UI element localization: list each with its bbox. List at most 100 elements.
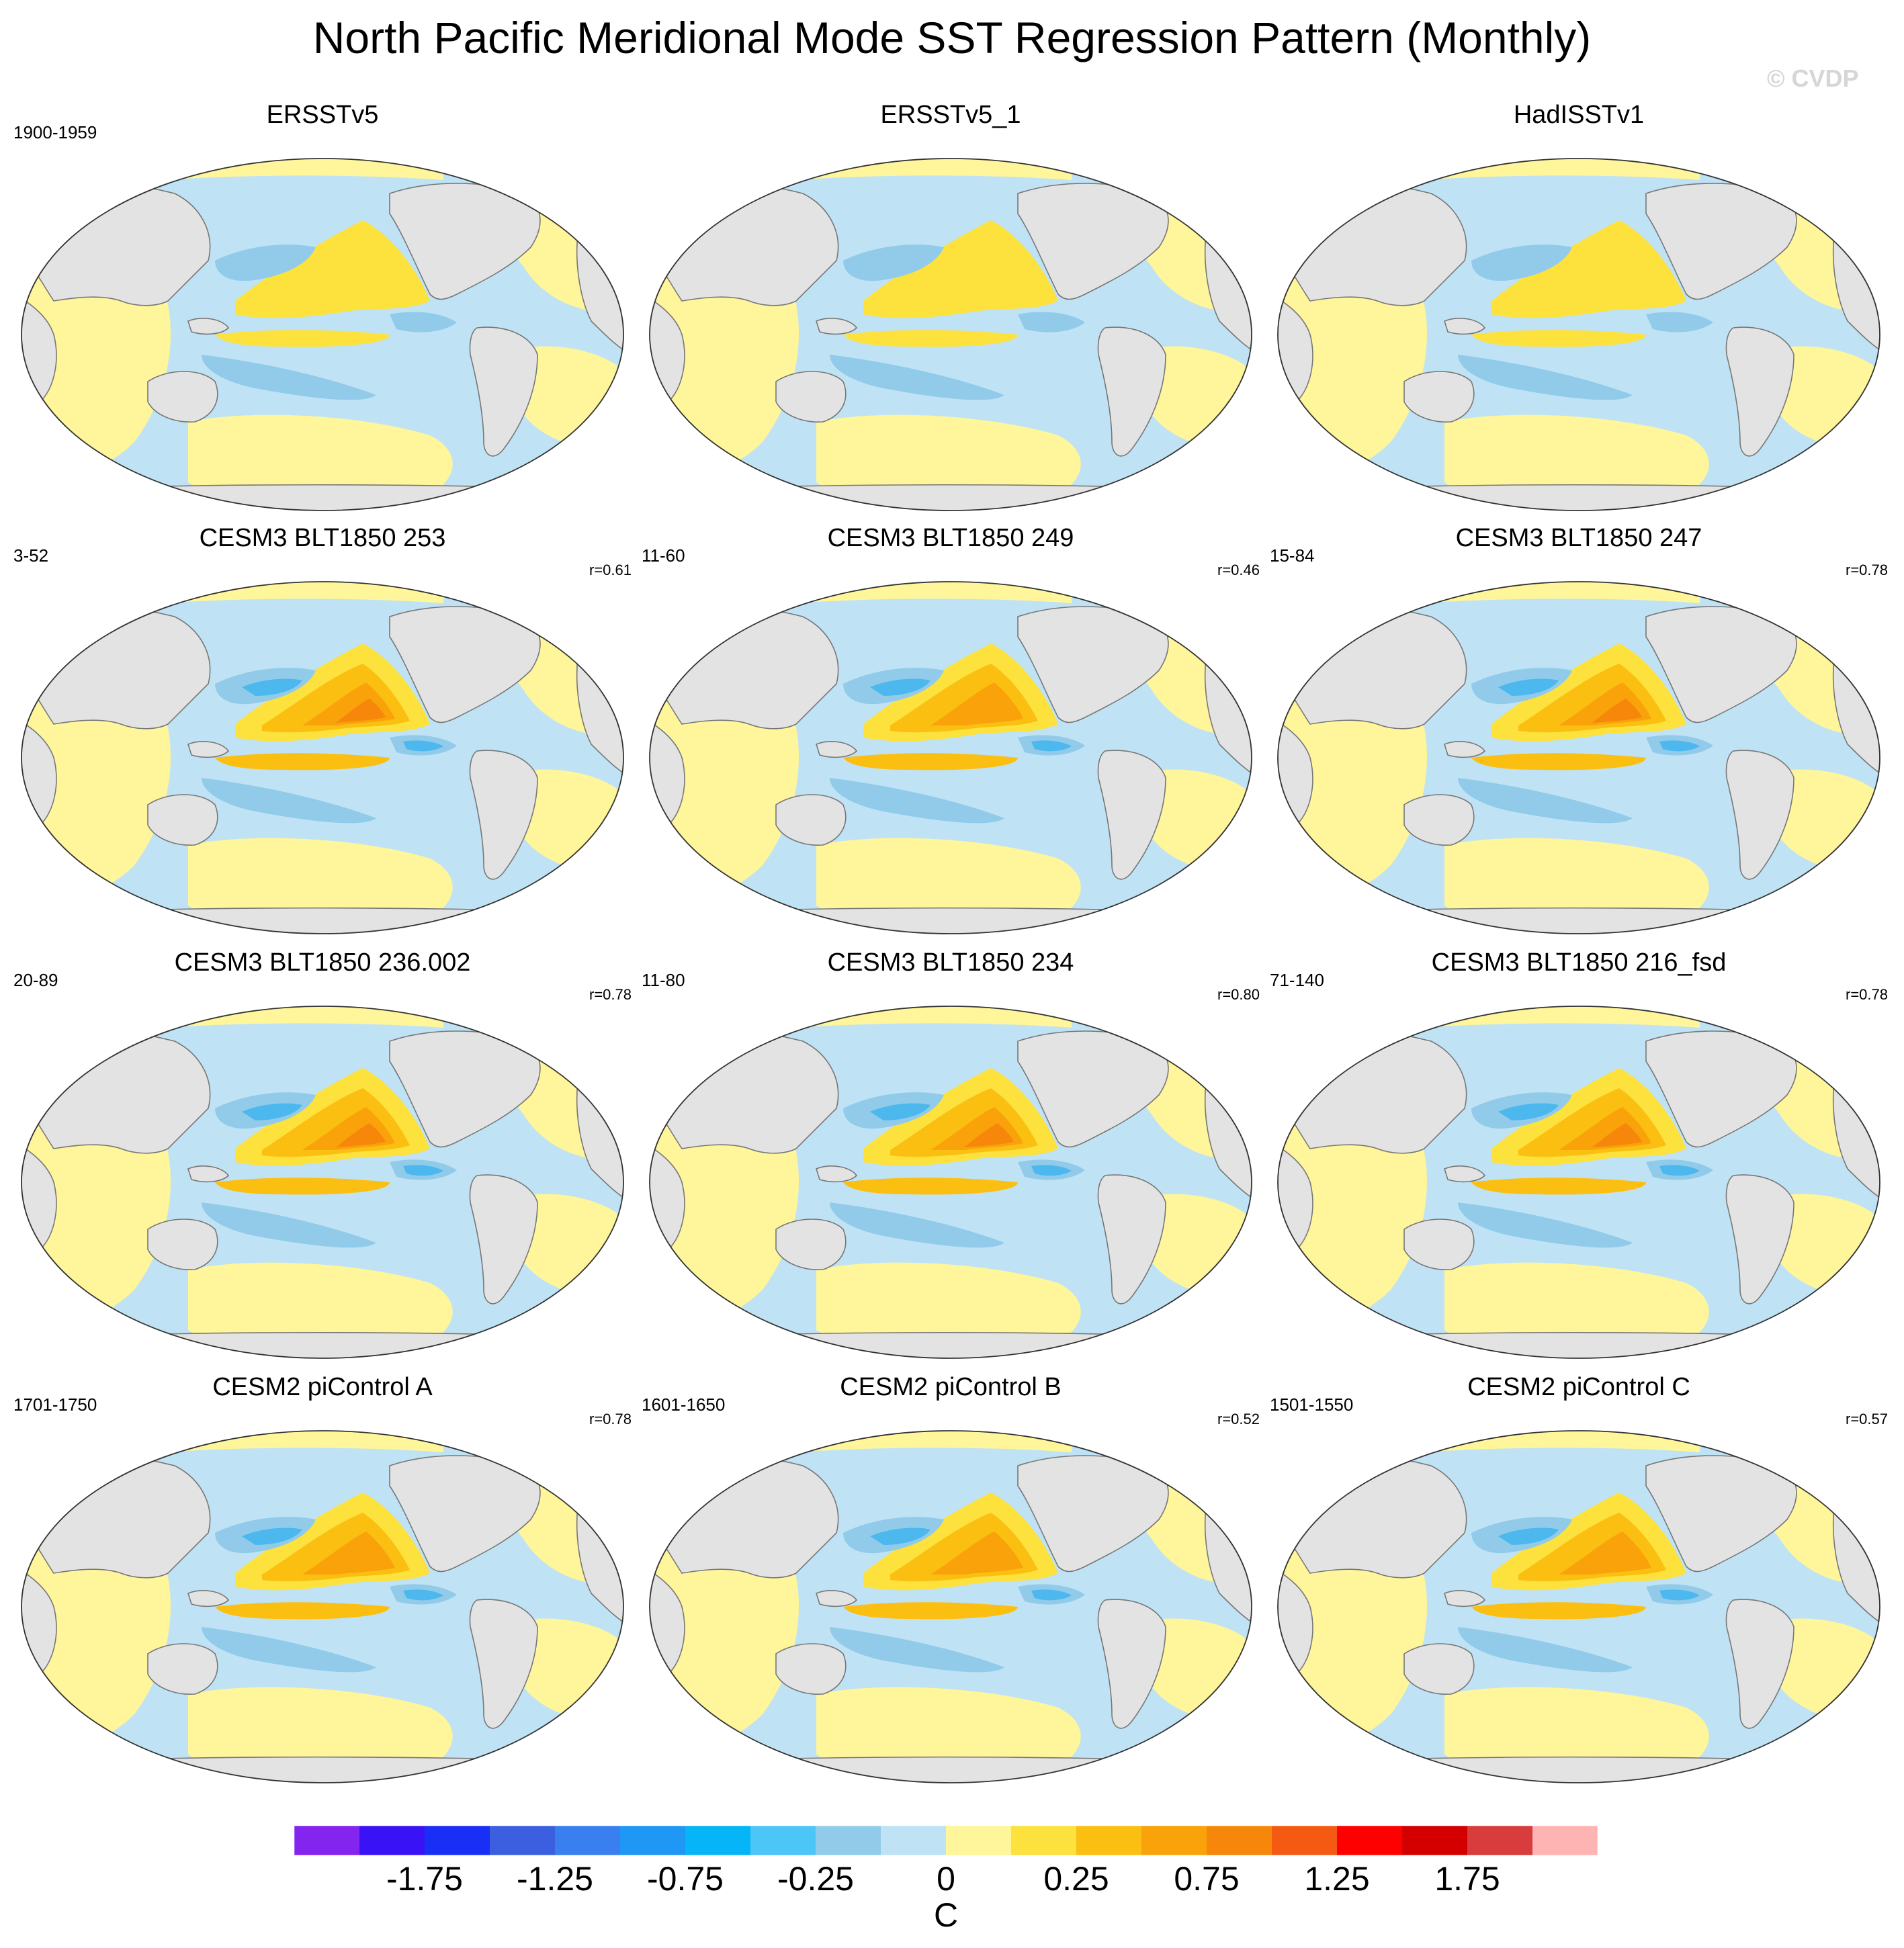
kuroshio-cold-core [1498,1103,1559,1120]
map-outline [21,581,624,934]
map-panel: CESM3 BLT1850 247 15-84 r=0.78 [1270,524,1888,940]
maritime-continent [187,318,230,335]
map-panel: ERSSTv5_1 [642,101,1260,517]
colorbar-tick-label: 1.25 [1304,1860,1369,1898]
colorbar-swatch [555,1826,620,1855]
kuroshio-cold-core [242,1528,302,1545]
map-panel: HadISSTv1 [1270,101,1888,517]
south-pacific-cold [830,778,1004,824]
equatorial-warm [215,753,390,770]
south-america [1097,750,1166,880]
map-panel: CESM3 BLT1850 216_fsd 71-140 r=0.78 [1270,948,1888,1365]
kuroshio-cold-core [1498,1528,1559,1545]
panel-period: 20-89 [13,970,58,990]
map-panel: CESM3 BLT1850 236.002 20-89 r=0.78 [13,948,632,1365]
east-pacific-cold-core [1659,317,1700,328]
panel-title: CESM3 BLT1850 253 [199,524,446,552]
south-america [469,750,538,880]
colorbar-swatch [1337,1826,1402,1855]
maritime-continent [1444,318,1486,335]
antarctica [650,484,1252,511]
australia [1403,1219,1475,1270]
equatorial-warm [215,1178,390,1195]
npmm-warm-peak [1559,1532,1651,1575]
arctic-warm [148,159,443,181]
panel-title: ERSSTv5 [266,101,379,129]
panel-period: 15-84 [1270,545,1315,566]
arctic-warm [148,582,443,605]
colorbar-swatch [1076,1826,1141,1855]
east-pacific-cold-core [1031,1589,1072,1601]
colorbar-swatch [816,1826,881,1855]
map-panel: CESM3 BLT1850 253 3-52 r=0.61 [13,524,632,940]
australia [147,371,218,423]
panel-title: HadISSTv1 [1513,101,1645,129]
south-america [1725,1599,1794,1729]
panel-period: 11-60 [642,545,685,566]
colorbar-swatch [881,1826,946,1855]
australia [147,794,218,846]
south-america [1097,1599,1166,1729]
panel-period: 1601-1650 [642,1394,726,1415]
panel-title: CESM3 BLT1850 234 [827,948,1074,977]
panel-title: ERSSTv5_1 [880,101,1021,129]
colorbar-swatch [1467,1826,1532,1855]
colorbar-tick-label: -1.25 [517,1860,593,1898]
maritime-continent [816,741,858,758]
panel-correlation: r=0.57 [1846,1411,1888,1427]
equatorial-warm [1471,330,1646,347]
maritime-continent [1444,1165,1486,1183]
maritime-continent [816,1590,858,1607]
map-outline [21,1006,624,1359]
arctic-warm [1404,1431,1700,1454]
south-pacific-cold [1458,355,1633,400]
antarctica [650,1756,1252,1783]
map-panel: CESM2 piControl A 1701-1750 r=0.78 [13,1373,632,1789]
colorbar-swatch [294,1826,359,1855]
kuroshio-cold-core [242,255,302,273]
npmm-warm-max [1592,699,1642,723]
colorbar-swatch [1402,1826,1467,1855]
antarctica [1278,1331,1880,1358]
arctic-warm [776,159,1072,181]
colorbar-tick-label: -0.75 [647,1860,724,1898]
australia [1403,1643,1475,1695]
kuroshio-cold-core [870,1528,931,1545]
kuroshio-cold-core [870,1103,931,1120]
panel-title: CESM2 piControl A [212,1373,433,1401]
npmm-warm-core [1518,240,1666,310]
south-pacific-cold [1458,1627,1633,1673]
australia [147,1219,218,1270]
east-pacific-cold-core [1659,1165,1700,1176]
antarctica [650,907,1252,934]
arctic-warm [148,1006,443,1029]
kuroshio-cold-core [242,1103,302,1120]
antarctica [21,1331,623,1358]
antarctica [1278,484,1880,511]
east-pacific-cold-core [403,740,443,752]
arctic-warm [776,582,1072,605]
south-america [469,1599,538,1729]
colorbar-tick-label: 0.75 [1174,1860,1239,1898]
npmm-warm-peak [931,682,1023,725]
colorbar-swatch [1141,1826,1207,1855]
kuroshio-cold-core [870,678,931,696]
colorbar-swatch [1011,1826,1076,1855]
antarctica [21,907,623,934]
colorbar-tick-label: -0.25 [777,1860,854,1898]
east-pacific-cold-core [1031,1165,1072,1176]
sst-map [21,158,624,511]
map-outline [1277,1430,1880,1783]
map-outline [649,158,1252,511]
south-pacific-cold [202,778,376,824]
arctic-warm [776,1431,1072,1454]
map-panel: CESM3 BLT1850 249 11-60 r=0.46 [642,524,1260,940]
australia [147,1643,218,1695]
chart-title: North Pacific Meridional Mode SST Regres… [312,13,1592,62]
east-pacific-cold-core [1031,740,1072,752]
maritime-continent [1444,741,1486,758]
panel-correlation: r=0.78 [589,986,632,1003]
panel-period: 71-140 [1270,970,1324,990]
arctic-warm [148,1431,443,1454]
npmm-warm-max [336,1123,386,1147]
